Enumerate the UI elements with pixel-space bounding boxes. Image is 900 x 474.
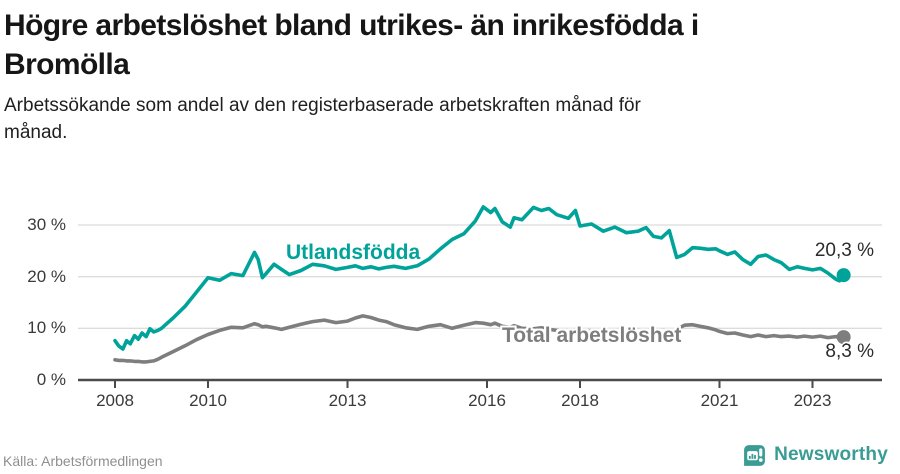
series-line-total [113, 314, 846, 364]
y-tick-label: 10 % [27, 318, 66, 338]
x-tick-label: 2021 [700, 391, 739, 410]
title-line-1: Högre arbetslöshet bland utrikes- än inr… [4, 9, 699, 42]
x-tick-label: 2018 [561, 391, 599, 410]
newsworthy-wordmark: Newsworthy [774, 444, 888, 465]
x-tick-label: 2013 [328, 391, 367, 410]
x-tick-label: 2016 [468, 391, 506, 410]
newsworthy-brand: Newsworthy [742, 442, 888, 468]
y-tick-label: 30 % [27, 214, 66, 234]
newsworthy-chart-bubble-icon [744, 444, 765, 466]
end-value-label-total: 8,3 % [825, 341, 874, 362]
series-label-utlandsfodda: Utlandsfödda [286, 241, 421, 264]
x-tick-label: 2008 [96, 391, 134, 410]
chart-subtitle: Arbetssökande som andel av den registerb… [4, 92, 864, 146]
subtitle-line-2: månad. [4, 122, 68, 143]
page-title: Högre arbetslöshet bland utrikes- än inr… [4, 6, 884, 84]
series-end-dot-utlandsfodda [836, 268, 851, 283]
series-end-dot-total [836, 330, 851, 345]
x-tick-label: 2023 [793, 391, 832, 410]
end-value-label-utlandsfodda: 20,3 % [814, 240, 874, 261]
series-line-utlandsfodda [113, 205, 846, 351]
y-tick-label: 20 % [27, 266, 66, 286]
y-tick-label: 0 % [36, 370, 66, 389]
subtitle-line-1: Arbetssökande som andel av den registerb… [4, 95, 641, 116]
source-credit: Källa: Arbetsförmedlingen [3, 453, 163, 469]
title-line-2: Bromölla [4, 48, 130, 81]
series-label-total-arbetsloshet: Total arbetslöshet [502, 324, 682, 347]
x-tick-label: 2010 [189, 391, 227, 410]
